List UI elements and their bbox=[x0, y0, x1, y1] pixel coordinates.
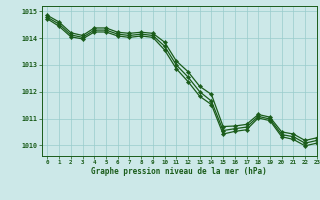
X-axis label: Graphe pression niveau de la mer (hPa): Graphe pression niveau de la mer (hPa) bbox=[91, 167, 267, 176]
